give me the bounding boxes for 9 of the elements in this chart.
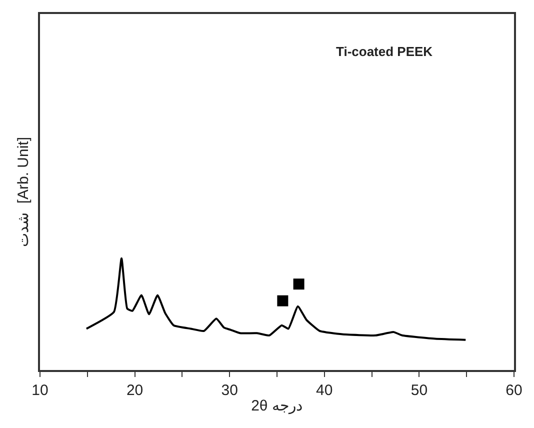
y-axis-title: شدت [Arb. Unit] xyxy=(15,136,32,248)
text: Ti-coated PEEK xyxy=(336,44,434,59)
x-tick-label: 50 xyxy=(410,382,428,399)
x-tick-label: 30 xyxy=(221,382,238,399)
x-tick-label: 60 xyxy=(506,382,522,399)
x-tick-label: 20 xyxy=(126,382,144,399)
x-axis-title: 2θ درجه xyxy=(251,397,303,414)
x-tick-label: 40 xyxy=(316,382,333,399)
x-tick-label: 10 xyxy=(32,382,48,399)
